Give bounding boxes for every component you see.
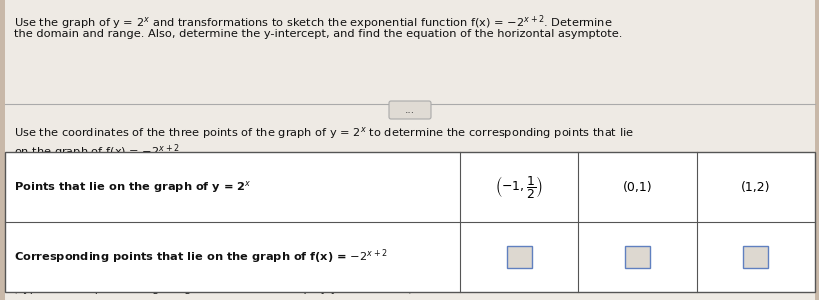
Text: (0,1): (0,1) bbox=[622, 181, 652, 194]
Text: (1,2): (1,2) bbox=[740, 181, 770, 194]
Text: Points that lie on the graph of y = 2$^x$: Points that lie on the graph of y = 2$^x… bbox=[14, 179, 251, 195]
Text: $\left(-1,\dfrac{1}{2}\right)$: $\left(-1,\dfrac{1}{2}\right)$ bbox=[495, 174, 542, 200]
Bar bbox=[5, 152, 814, 292]
Text: Use the coordinates of the three points of the graph of y = 2$^x$ to determine t: Use the coordinates of the three points … bbox=[14, 125, 633, 141]
FancyBboxPatch shape bbox=[624, 246, 649, 268]
Text: Corresponding points that lie on the graph of f(x) = $-2^{x+2}$: Corresponding points that lie on the gra… bbox=[14, 248, 387, 266]
FancyBboxPatch shape bbox=[743, 246, 767, 268]
FancyBboxPatch shape bbox=[388, 101, 431, 119]
Text: the domain and range. Also, determine the y-intercept, and find the equation of : the domain and range. Also, determine th… bbox=[14, 29, 622, 39]
Text: (Type ordered pairs, using integers or fractions. Simplify your answers.): (Type ordered pairs, using integers or f… bbox=[14, 284, 414, 294]
Bar bbox=[5, 104, 814, 300]
Text: Use the graph of y = 2$^x$ and transformations to sketch the exponential functio: Use the graph of y = 2$^x$ and transform… bbox=[14, 13, 612, 32]
Text: ...: ... bbox=[405, 105, 414, 115]
Bar bbox=[5, 0, 814, 105]
FancyBboxPatch shape bbox=[506, 246, 531, 268]
Text: on the graph of f(x) = $-2^{x+2}$.: on the graph of f(x) = $-2^{x+2}$. bbox=[14, 142, 183, 161]
